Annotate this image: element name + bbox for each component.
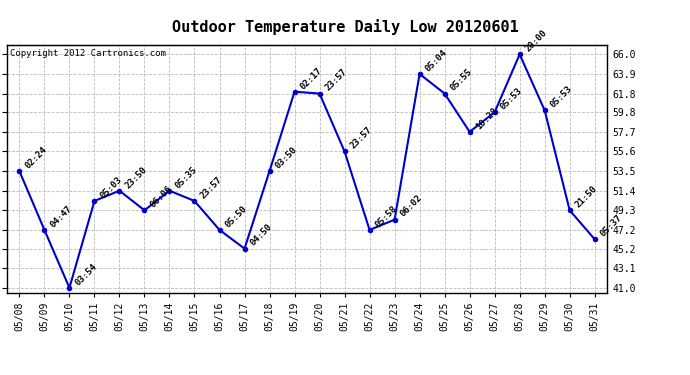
Text: 05:04: 05:04	[424, 48, 449, 73]
Text: 05:35: 05:35	[174, 165, 199, 190]
Text: 05:58: 05:58	[374, 204, 399, 229]
Text: 21:50: 21:50	[574, 184, 599, 210]
Text: 03:54: 03:54	[74, 262, 99, 287]
Text: 05:55: 05:55	[448, 68, 474, 93]
Text: 06:02: 06:02	[399, 194, 424, 219]
Text: 06:06: 06:06	[148, 184, 174, 210]
Text: 02:17: 02:17	[299, 66, 324, 91]
Text: 20:00: 20:00	[524, 28, 549, 54]
Text: 23:50: 23:50	[124, 165, 149, 190]
Text: 02:24: 02:24	[23, 145, 49, 170]
Text: 05:53: 05:53	[549, 84, 574, 109]
Text: 04:47: 04:47	[48, 204, 74, 229]
Text: Outdoor Temperature Daily Low 20120601: Outdoor Temperature Daily Low 20120601	[172, 19, 518, 35]
Text: 23:57: 23:57	[199, 175, 224, 200]
Text: 23:57: 23:57	[348, 125, 374, 151]
Text: 23:57: 23:57	[324, 68, 349, 93]
Text: 03:50: 03:50	[274, 145, 299, 170]
Text: Copyright 2012 Cartronics.com: Copyright 2012 Cartronics.com	[10, 49, 166, 58]
Text: 05:53: 05:53	[499, 86, 524, 111]
Text: 05:50: 05:50	[224, 204, 249, 229]
Text: 10:28: 10:28	[474, 106, 499, 131]
Text: 05:37: 05:37	[599, 213, 624, 238]
Text: 04:50: 04:50	[248, 222, 274, 248]
Text: 05:03: 05:03	[99, 175, 124, 200]
